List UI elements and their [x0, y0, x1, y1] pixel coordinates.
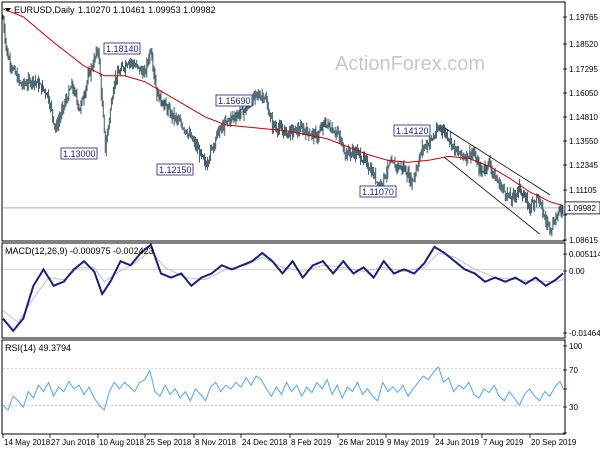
price-layer: 1.18140 1.13000 1.15690 1.12150 1.14120 1.110… [2, 8, 564, 237]
channel-lower-line [444, 157, 540, 235]
watermark: ActionForex.com [335, 53, 485, 75]
price-y-tick-label: 1.12345 [569, 161, 598, 170]
x-tick-label: 25 Sep 2018 [146, 438, 192, 447]
axis-layer: 1.19765 1.18520 1.17295 1.16050 1.14810 1.135… [2, 13, 600, 447]
x-tick-label: 20 Sep 2019 [531, 438, 577, 447]
price-annotation-label: 1.14120 [396, 126, 429, 136]
x-tick-label: 9 May 2019 [387, 438, 429, 447]
price-annotation-box [156, 163, 194, 176]
triangle-down-icon [5, 8, 11, 12]
price-annotation-label: 1.15690 [218, 96, 251, 106]
price-annotation-label: 1.18140 [106, 44, 139, 54]
x-tick-label: 24 Dec 2018 [242, 438, 288, 447]
price-y-tick-label: 1.11105 [569, 186, 597, 195]
price-y-tick-label: 1.17295 [569, 65, 598, 74]
price-y-tick-label: 1.16050 [569, 89, 598, 98]
price-annotation-box [215, 94, 253, 107]
rsi-line [2, 365, 564, 411]
x-tick-label: 26 Mar 2019 [339, 438, 384, 447]
macd-y-tick-label: -0.014647 [569, 329, 600, 338]
rsi-panel [1, 339, 566, 435]
price-annotation-label: 1.11070 [362, 187, 394, 197]
rsi-layer [2, 365, 564, 411]
price-y-tick-label: 1.08615 [569, 236, 598, 245]
current-price-label: 1.09982 [567, 204, 596, 213]
rsi-y-tick-label: 70 [569, 366, 578, 375]
rsi-y-tick-label: 100 [569, 342, 583, 351]
channel-upper-line [444, 127, 551, 196]
x-tick-label: 8 Feb 2019 [291, 438, 332, 447]
moving-average-line [2, 8, 564, 207]
x-tick-label: 27 Jun 2018 [51, 438, 96, 447]
price-y-tick-label: 1.19765 [569, 13, 598, 22]
x-tick-label: 8 Nov 2018 [195, 438, 236, 447]
macd-y-tick-label: 0.005114 [569, 250, 600, 259]
price-annotation-box [103, 42, 141, 55]
price-y-tick-label: 1.14810 [569, 113, 598, 122]
price-annotation-box [393, 124, 431, 137]
x-tick-label: 24 Jun 2019 [435, 438, 480, 447]
x-tick-label: 7 Aug 2019 [483, 438, 524, 447]
macd-y-tick-label: 0.00 [569, 267, 585, 276]
rsi-y-tick-label: 30 [569, 403, 578, 412]
macd-panel [1, 242, 566, 339]
price-annotation-box [359, 185, 397, 198]
x-tick-label: 10 Aug 2018 [99, 438, 144, 447]
price-y-tick-label: 1.18520 [569, 40, 598, 49]
macd-label: MACD(12,26,9) -0.000975 -0.002423 [5, 246, 154, 256]
price-annotation-label: 1.12150 [159, 165, 192, 175]
current-price-tag [564, 201, 600, 215]
rsi-label: RSI(14) 49.3794 [5, 343, 71, 353]
price-annotation-label: 1.13000 [63, 149, 96, 159]
macd-line [2, 243, 564, 333]
price-annotation-box [60, 147, 98, 160]
price-panel [1, 1, 566, 242]
x-tick-label: 14 May 2018 [4, 438, 51, 447]
ohlc-readout: 1.10270 1.10461 1.09953 1.09982 [78, 5, 216, 15]
macd-layer [2, 243, 564, 333]
chart-header: EURUSD,Daily 1.10270 1.10461 1.09953 1.0… [5, 5, 216, 15]
price-y-tick-label: 1.13550 [569, 137, 598, 146]
symbol-label: EURUSD,Daily [14, 5, 75, 15]
macd-signal-line [2, 250, 564, 324]
